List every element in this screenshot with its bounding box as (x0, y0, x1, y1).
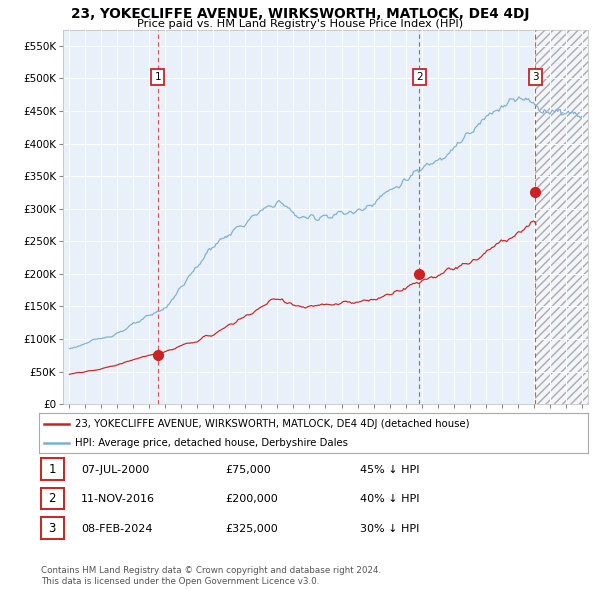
Text: This data is licensed under the Open Government Licence v3.0.: This data is licensed under the Open Gov… (41, 577, 319, 586)
Text: 45% ↓ HPI: 45% ↓ HPI (360, 465, 419, 474)
Text: 2: 2 (416, 72, 423, 82)
Text: 1: 1 (49, 463, 56, 476)
Text: 23, YOKECLIFFE AVENUE, WIRKSWORTH, MATLOCK, DE4 4DJ: 23, YOKECLIFFE AVENUE, WIRKSWORTH, MATLO… (71, 7, 529, 21)
Text: £200,000: £200,000 (225, 494, 278, 504)
Text: 30% ↓ HPI: 30% ↓ HPI (360, 524, 419, 533)
Text: 1: 1 (154, 72, 161, 82)
Bar (535, 30, 588, 404)
Text: 2: 2 (49, 492, 56, 505)
Text: 3: 3 (49, 522, 56, 535)
Text: £325,000: £325,000 (225, 524, 278, 533)
Text: 40% ↓ HPI: 40% ↓ HPI (360, 494, 419, 504)
Text: HPI: Average price, detached house, Derbyshire Dales: HPI: Average price, detached house, Derb… (74, 438, 347, 448)
Text: 11-NOV-2016: 11-NOV-2016 (81, 494, 155, 504)
Text: 23, YOKECLIFFE AVENUE, WIRKSWORTH, MATLOCK, DE4 4DJ (detached house): 23, YOKECLIFFE AVENUE, WIRKSWORTH, MATLO… (74, 419, 469, 429)
Text: Contains HM Land Registry data © Crown copyright and database right 2024.: Contains HM Land Registry data © Crown c… (41, 566, 381, 575)
Text: £75,000: £75,000 (225, 465, 271, 474)
Text: 3: 3 (532, 72, 538, 82)
Text: Price paid vs. HM Land Registry's House Price Index (HPI): Price paid vs. HM Land Registry's House … (137, 19, 463, 29)
Text: 07-JUL-2000: 07-JUL-2000 (81, 465, 149, 474)
Text: 08-FEB-2024: 08-FEB-2024 (81, 524, 152, 533)
